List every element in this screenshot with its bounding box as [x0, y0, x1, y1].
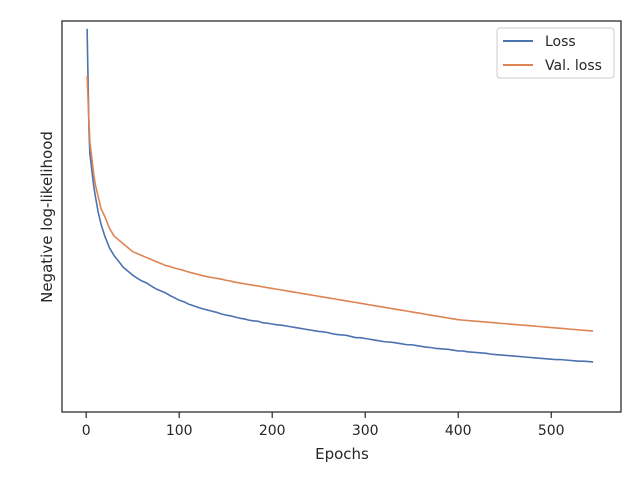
x-axis-label: Epochs: [315, 445, 369, 463]
x-tick-label: 0: [82, 423, 91, 439]
legend-label-loss: Loss: [545, 34, 576, 50]
x-axis-ticks: 0 100 200 300 400 500: [82, 412, 565, 439]
series-layer: [86, 28, 594, 363]
series-line-val-loss: [86, 75, 594, 332]
legend: Loss Val. loss: [496, 27, 615, 79]
x-tick-label: 200: [259, 423, 286, 439]
series-line-loss: [86, 28, 594, 363]
x-tick-label: 300: [352, 423, 379, 439]
x-tick-label: 400: [445, 423, 472, 439]
x-tick-label: 100: [166, 423, 193, 439]
axes-frame: [61, 20, 622, 413]
x-tick-label: 500: [538, 423, 565, 439]
legend-label-val-loss: Val. loss: [545, 58, 602, 74]
y-axis-label: Negative log-likelihood: [38, 131, 56, 303]
plot-area: [62, 21, 621, 412]
